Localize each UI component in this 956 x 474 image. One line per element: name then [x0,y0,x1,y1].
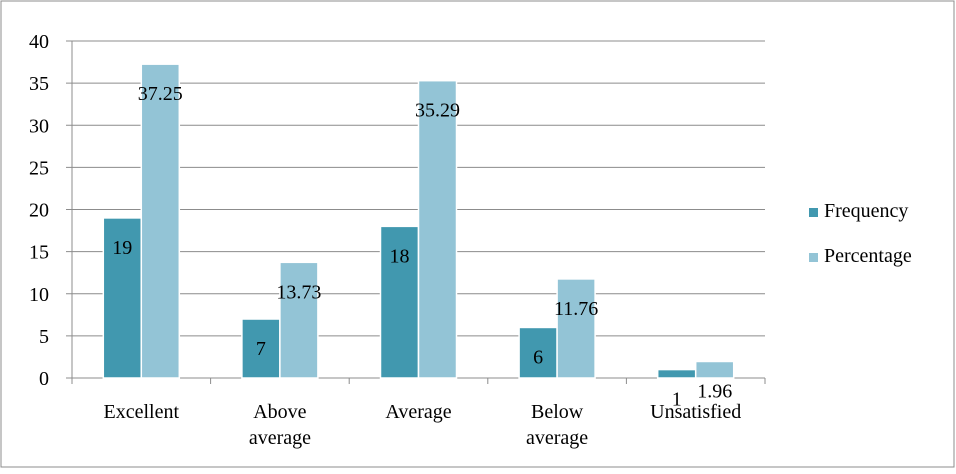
data-label-frequency: 18 [390,245,410,267]
bar-frequency-0 [102,217,143,379]
bar-frequency-2 [379,225,420,379]
data-label-percentage: 13.73 [276,281,321,303]
legend-label-frequency: Frequency [824,200,908,222]
data-label-frequency: 19 [112,237,132,259]
x-category-label: average [526,427,588,449]
legend-label-percentage: Percentage [824,245,912,267]
data-label-percentage: 1.96 [697,380,732,402]
x-category-label: Below [531,401,584,423]
data-label-percentage: 11.76 [554,298,598,320]
bar-percentage-4 [694,360,735,379]
y-tick-label: 35 [29,73,49,95]
bar-percentage-2 [417,79,458,379]
y-tick-label: 10 [29,284,49,306]
bars [102,63,735,379]
data-label-percentage: 35.29 [415,100,460,122]
x-category-label: Average [385,401,451,423]
legend: Frequency Percentage [809,200,912,267]
data-labels: 19 7 18 6 1 37.25 13.73 35.29 11.76 1.96 [112,83,732,410]
x-category-label: Excellent [104,401,180,423]
y-tick-label: 20 [29,200,49,222]
y-tick-label: 5 [39,326,49,348]
y-tick-label: 0 [39,368,49,390]
bar-frequency-3 [518,326,558,379]
data-label-percentage: 37.25 [138,83,183,105]
bar-frequency-4 [656,368,697,379]
y-tick-label: 25 [29,157,49,179]
x-category-label: average [249,427,311,449]
legend-swatch-percentage [809,253,818,262]
x-category-label: Unsatisfied [650,401,741,423]
legend-swatch-frequency [809,208,818,217]
bar-percentage-0 [140,63,181,379]
data-label-frequency: 6 [533,346,543,368]
x-category-label: Above [253,401,306,423]
data-label-frequency: 7 [256,338,266,360]
y-tick-label: 40 [29,31,49,53]
data-label-frequency: 1 [672,389,682,411]
axes: 0 5 10 15 20 25 30 35 40 Excellent Above average Ave… [29,31,766,449]
y-tick-label: 30 [29,115,49,137]
y-tick-label: 15 [29,242,49,264]
bar-percentage-1 [279,261,319,379]
bar-percentage-3 [556,278,596,379]
